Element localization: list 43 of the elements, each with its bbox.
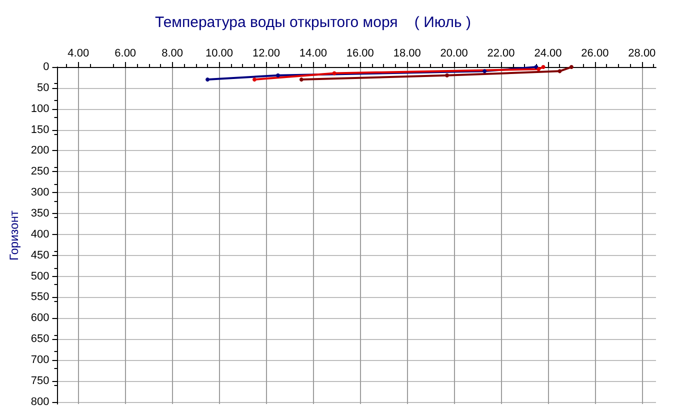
y-tick-label: 800 bbox=[30, 396, 50, 408]
x-tick-label: 24.00 bbox=[534, 48, 562, 60]
y-tick-label: 150 bbox=[30, 124, 50, 136]
y-axis-title: Горизонт bbox=[7, 210, 21, 260]
y-tick-label: 400 bbox=[30, 228, 50, 240]
x-tick-label: 12.00 bbox=[252, 48, 280, 60]
point bbox=[445, 73, 450, 78]
point bbox=[252, 78, 256, 82]
x-tick-label: 16.00 bbox=[346, 48, 374, 60]
point bbox=[206, 78, 210, 82]
point bbox=[276, 73, 280, 78]
y-tick-label: 450 bbox=[30, 249, 50, 262]
y-tick-label: 600 bbox=[30, 312, 50, 324]
x-tick-label: 22.00 bbox=[487, 48, 515, 60]
y-tick-label: 700 bbox=[30, 354, 50, 366]
y-tick-label: 250 bbox=[30, 166, 50, 178]
y-tick-label: 500 bbox=[30, 270, 50, 282]
chart-title: Температура воды открытого моря ( Июль ) bbox=[155, 14, 472, 31]
point bbox=[332, 71, 336, 76]
x-tick-label: 10.00 bbox=[206, 48, 234, 60]
point bbox=[299, 78, 304, 82]
point bbox=[569, 65, 574, 69]
y-tick-label: 650 bbox=[30, 333, 50, 346]
x-tick-label: 28.00 bbox=[628, 48, 656, 60]
y-tick-label: 300 bbox=[30, 186, 50, 199]
x-tick-label: 20.00 bbox=[440, 48, 468, 60]
y-tick-label: 100 bbox=[30, 102, 50, 115]
point bbox=[536, 67, 541, 72]
point bbox=[482, 69, 487, 74]
x-tick-label: 18.00 bbox=[393, 48, 421, 60]
y-tick-label: 200 bbox=[30, 144, 50, 157]
x-tick-label: 14.00 bbox=[299, 48, 327, 60]
y-tick-label: 350 bbox=[30, 208, 50, 220]
y-tick-label: 550 bbox=[30, 291, 50, 304]
point bbox=[541, 65, 546, 69]
x-tick-label: 26.00 bbox=[581, 48, 609, 60]
y-tick-label: 50 bbox=[37, 82, 50, 94]
y-tick-label: 750 bbox=[30, 374, 50, 387]
point bbox=[558, 69, 562, 74]
y-tick-label: 0 bbox=[43, 61, 50, 73]
x-tick-label: 6.00 bbox=[114, 48, 136, 60]
x-tick-label: 4.00 bbox=[68, 48, 90, 60]
x-tick-label: 8.00 bbox=[162, 48, 184, 60]
